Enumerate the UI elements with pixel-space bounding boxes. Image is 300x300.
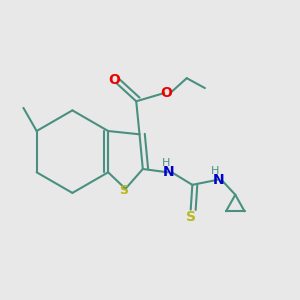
- Text: S: S: [119, 184, 128, 197]
- Text: S: S: [186, 210, 196, 224]
- Text: N: N: [212, 173, 224, 187]
- Text: O: O: [108, 74, 120, 88]
- Text: N: N: [163, 165, 174, 179]
- Text: H: H: [211, 166, 220, 176]
- Text: O: O: [160, 86, 172, 100]
- Text: H: H: [162, 158, 170, 168]
